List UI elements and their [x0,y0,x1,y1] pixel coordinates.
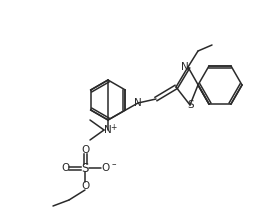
Text: O: O [81,145,89,155]
Text: N: N [134,98,142,108]
Text: S: S [188,100,194,110]
Text: +: + [110,123,116,131]
Text: N: N [104,125,112,135]
Text: N: N [181,62,189,72]
Text: O: O [61,163,69,173]
Text: S: S [81,161,89,174]
Text: –: – [112,161,116,170]
Text: O: O [81,181,89,191]
Text: O: O [101,163,109,173]
